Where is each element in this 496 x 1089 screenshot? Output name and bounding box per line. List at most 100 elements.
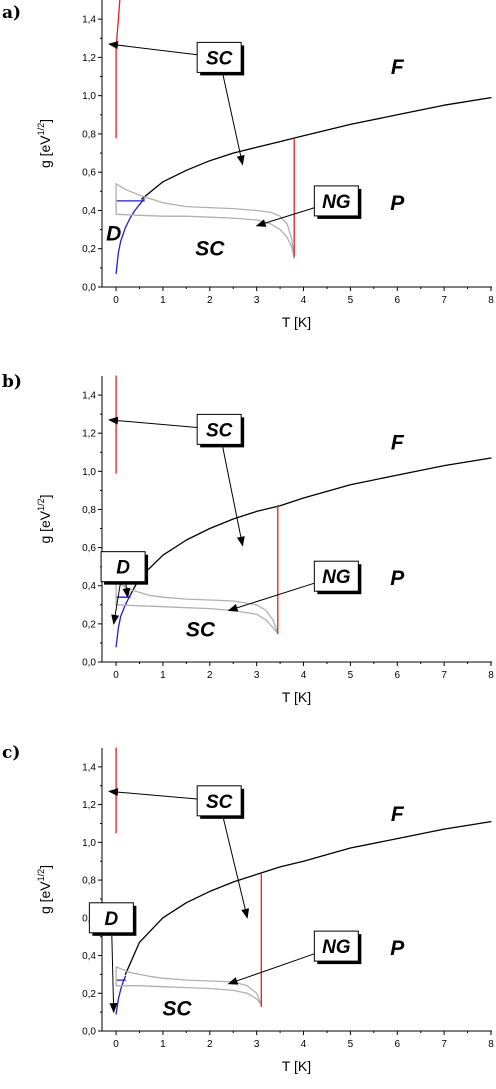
- x-tick-label: 6: [394, 1039, 400, 1050]
- annotation-arrow: [108, 41, 198, 56]
- y-tick-label: 1,4: [82, 762, 96, 773]
- x-tick-label: 8: [488, 295, 494, 306]
- x-tick-label: 3: [254, 295, 260, 306]
- x-tick-label: 8: [488, 670, 494, 681]
- series-line-5: [115, 205, 295, 259]
- x-tick-label: 1: [160, 1039, 166, 1050]
- annotation-label-sc: SC: [206, 420, 233, 441]
- x-tick-label: 7: [441, 295, 447, 306]
- x-tick-label: 2: [207, 295, 213, 306]
- region-label-sc: SC: [186, 619, 216, 642]
- y-tick-label: 1,2: [82, 53, 96, 64]
- y-tick-label: 0,4: [82, 951, 96, 962]
- annotation-arrow: [109, 932, 118, 1014]
- y-tick-label: 0,6: [82, 543, 96, 554]
- annotation-arrow: [222, 815, 250, 919]
- x-tick-label: 6: [394, 670, 400, 681]
- region-label-p: P: [390, 937, 405, 960]
- x-tick-label: 8: [488, 1039, 494, 1050]
- y-axis-label: g [eV1/2]: [36, 494, 53, 543]
- annotation-box: [313, 560, 359, 592]
- y-tick-label: 0,2: [82, 989, 96, 1000]
- x-tick-label: 5: [348, 1039, 354, 1050]
- x-tick-label: 7: [441, 1039, 447, 1050]
- y-axis-label: g [eV1/2]: [36, 865, 53, 914]
- region-label-sc: SC: [195, 238, 225, 261]
- x-tick-label: 0: [113, 1039, 119, 1050]
- x-tick-label: 3: [254, 1039, 260, 1050]
- y-tick-label: 0,0: [82, 283, 96, 294]
- series-line-1: [129, 457, 492, 596]
- x-tick-label: 0: [113, 670, 119, 681]
- x-axis-label: T [K]: [282, 314, 311, 330]
- series-line-2: [115, 198, 145, 275]
- region-label-d: D: [106, 222, 121, 245]
- annotation-arrow: [227, 953, 315, 985]
- annotation-arrow: [111, 581, 122, 625]
- x-axis-label: T [K]: [282, 689, 311, 705]
- y-tick-label: 0,8: [82, 505, 96, 516]
- series-line-5: [115, 983, 262, 1006]
- annotation-arrow: [108, 416, 198, 428]
- annotation-arrow: [255, 207, 315, 227]
- y-tick-label: 1,4: [82, 15, 96, 26]
- y-tick-label: 1,4: [82, 391, 96, 402]
- y-tick-label: 0,6: [82, 168, 96, 179]
- panel-label: a): [2, 3, 21, 23]
- annotation-box: [196, 41, 242, 73]
- region-label-p: P: [390, 192, 405, 215]
- y-tick-label: 0,0: [82, 1027, 96, 1038]
- y-tick-label: 1,0: [82, 467, 96, 478]
- y-tick-label: 1,2: [82, 800, 96, 811]
- series-line-2: [115, 975, 127, 1015]
- x-tick-label: 5: [348, 670, 354, 681]
- region-label-f: F: [391, 56, 405, 79]
- region-label-p: P: [390, 567, 405, 590]
- chart-panel-1: a) 0 1 2 3 4 5 6 7 8 0,0 0,2 0,4 0,6 0,8 1,0 1,2 1,4 T [K]…: [2, 0, 494, 330]
- region-label-f: F: [391, 803, 405, 826]
- x-tick-label: 1: [160, 295, 166, 306]
- series-line-1: [124, 820, 492, 976]
- y-tick-label: 1,2: [82, 429, 96, 440]
- annotation-label-sc: SC: [206, 48, 233, 69]
- y-tick-label: 0,4: [82, 581, 96, 592]
- panel-label: b): [2, 372, 22, 392]
- region-label-sc: SC: [162, 997, 192, 1020]
- series-line-4: [115, 183, 295, 259]
- series-line-2: [115, 594, 131, 648]
- series-line-7: [115, 0, 121, 139]
- x-tick-label: 0: [113, 295, 119, 306]
- y-tick-label: 0,8: [82, 876, 96, 887]
- y-tick-label: 1,0: [82, 91, 96, 102]
- y-tick-label: 0,8: [82, 129, 96, 140]
- series-line-4: [115, 966, 262, 1006]
- panel-label: c): [2, 743, 20, 763]
- y-tick-label: 1,0: [82, 838, 96, 849]
- annotation-arrow: [227, 582, 315, 612]
- x-tick-label: 6: [394, 295, 400, 306]
- annotation-box: [196, 785, 242, 817]
- annotation-label-d: D: [105, 909, 119, 930]
- x-tick-label: 5: [348, 295, 354, 306]
- x-tick-label: 1: [160, 670, 166, 681]
- y-tick-label: 0,2: [82, 619, 96, 630]
- x-tick-label: 2: [207, 670, 213, 681]
- x-tick-label: 7: [441, 670, 447, 681]
- annotation-box: [313, 185, 359, 217]
- region-label-f: F: [391, 432, 405, 455]
- annotation-label-sc: SC: [206, 792, 233, 813]
- y-axis-label: g [eV1/2]: [36, 119, 53, 168]
- x-tick-label: 4: [301, 295, 307, 306]
- series-line-1: [141, 96, 492, 200]
- y-tick-label: 0,4: [82, 206, 96, 217]
- annotation-box: [196, 413, 242, 445]
- annotation-arrow: [221, 72, 245, 166]
- annotation-label-ng: NG: [322, 937, 351, 958]
- annotation-label-ng: NG: [322, 567, 351, 588]
- x-tick-label: 3: [254, 670, 260, 681]
- x-tick-label: 4: [301, 1039, 307, 1050]
- y-tick-label: 0,2: [82, 244, 96, 255]
- series-line-5: [115, 604, 279, 635]
